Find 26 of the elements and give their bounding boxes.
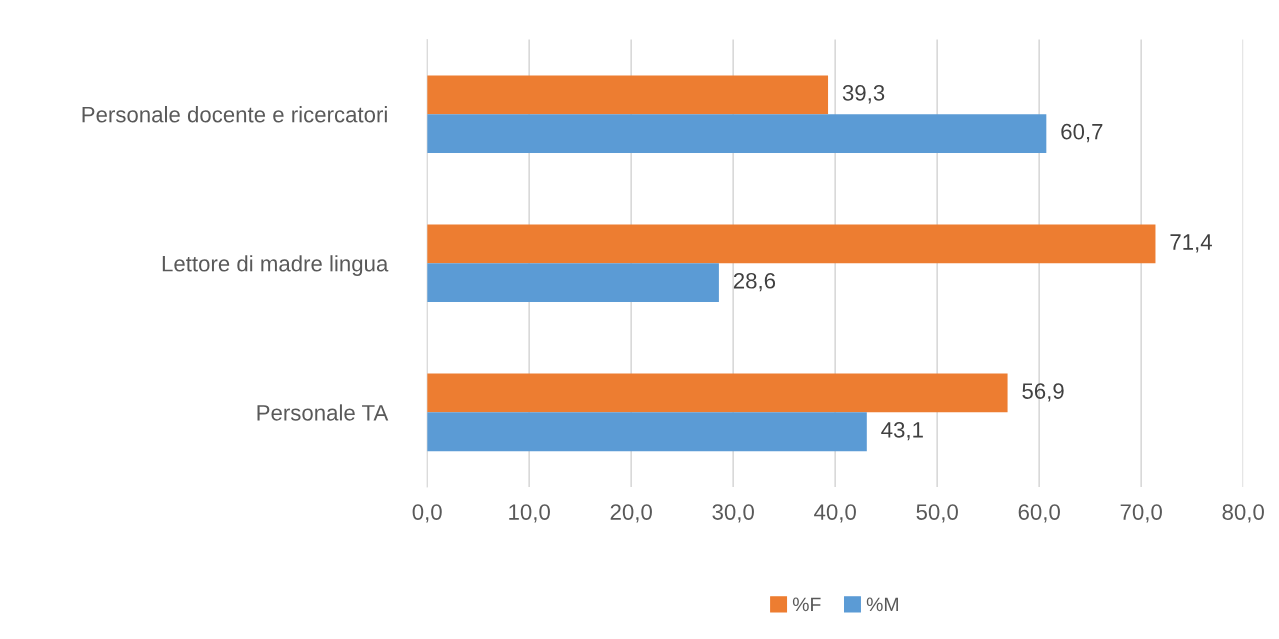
x-tick-label: 20,0 — [610, 504, 652, 523]
y-tick-label: Lettore di madre lingua — [162, 255, 389, 276]
bar — [427, 114, 1047, 153]
x-tick-label: 40,0 — [814, 504, 856, 523]
x-tick-label: 10,0 — [509, 504, 550, 523]
bar — [427, 224, 1156, 264]
y-tick-label: Personale TA — [257, 404, 389, 421]
x-tick-label: 80,0 — [1222, 504, 1264, 523]
x-tick-label: 30,0 — [712, 504, 754, 523]
data-label: 28,6 — [733, 272, 776, 292]
bar — [427, 75, 829, 115]
data-label: 60,7 — [1061, 123, 1103, 143]
x-tick-label: 0,0 — [412, 504, 442, 523]
legend-label: %F — [792, 597, 821, 612]
x-tick-label: 50,0 — [916, 504, 958, 523]
bar — [427, 263, 719, 303]
y-tick-label: Personale docente e ricercatori — [82, 106, 387, 123]
legend-label: %M — [866, 597, 898, 612]
data-label: 43,1 — [881, 421, 923, 441]
x-tick-label: 70,0 — [1120, 504, 1162, 523]
bar — [427, 373, 1008, 413]
data-label: 71,4 — [1170, 234, 1212, 253]
data-label: 56,9 — [1022, 383, 1064, 402]
x-tick-label: 60,0 — [1018, 504, 1060, 523]
bar — [427, 412, 867, 452]
data-label: 39,3 — [842, 85, 885, 104]
